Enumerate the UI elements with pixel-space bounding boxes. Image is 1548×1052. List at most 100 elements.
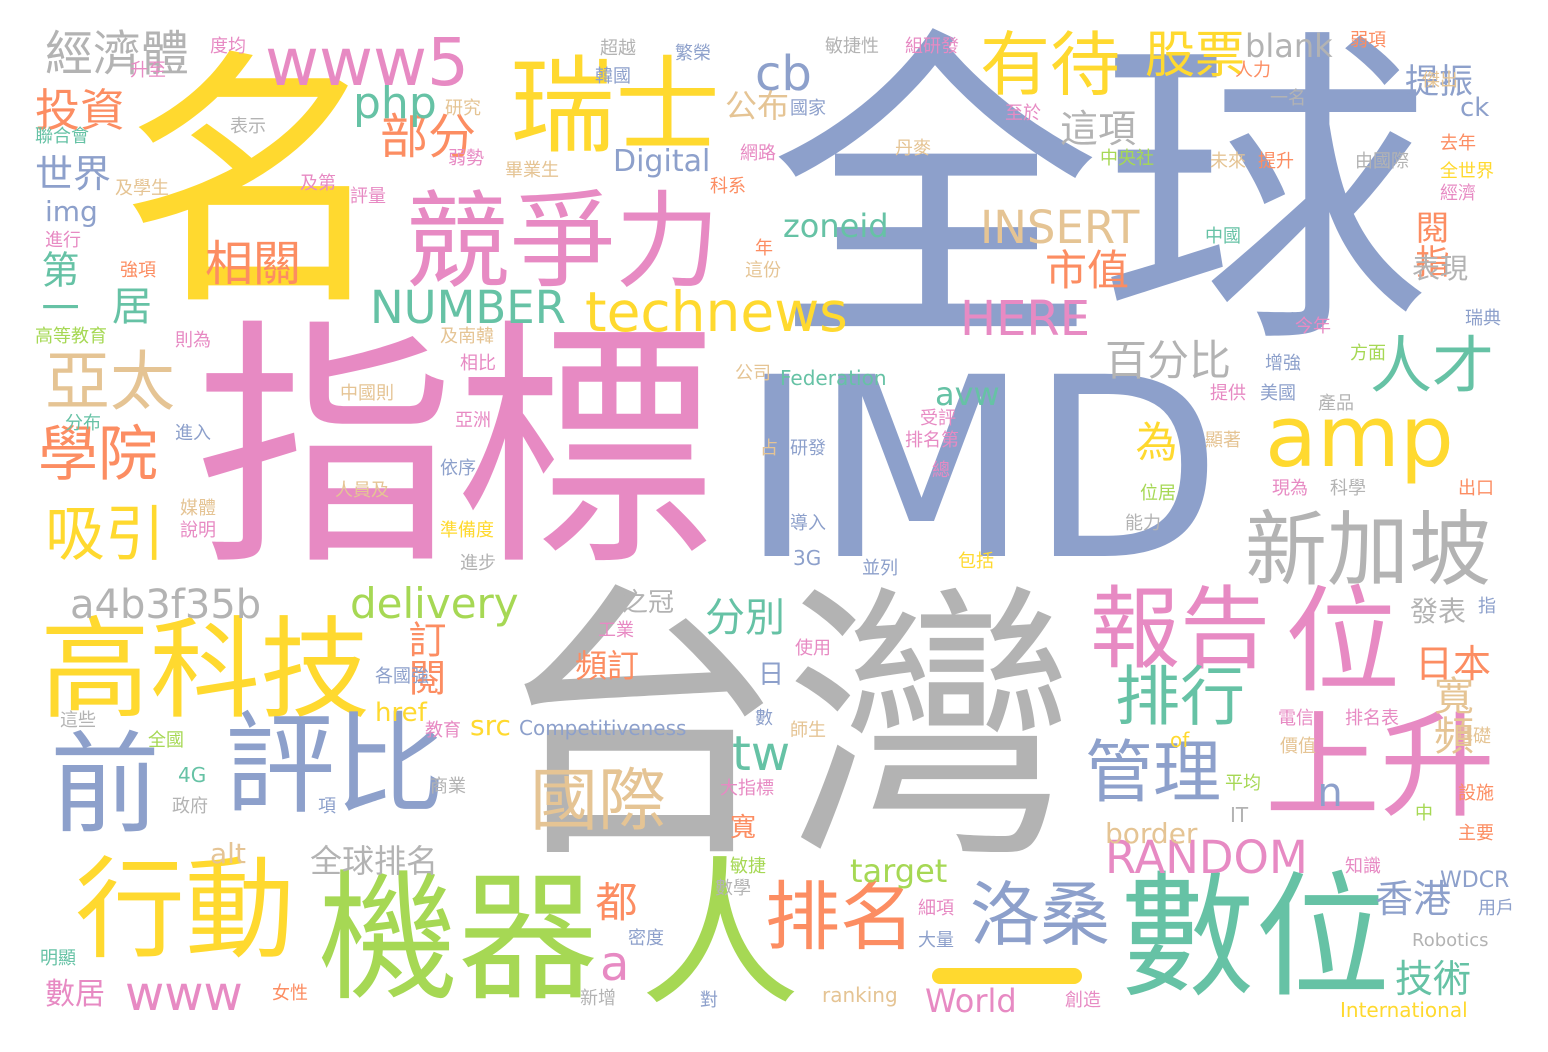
word-s26: 提升 <box>1258 151 1294 172</box>
word-s93: 主要 <box>1458 823 1494 844</box>
word-robotics: Robotics <box>1412 930 1489 951</box>
word-s81: 電信 <box>1278 708 1314 729</box>
word-s85: 價值 <box>1280 736 1316 757</box>
word-s23: 畢業生 <box>505 160 559 181</box>
word-s67: 準備度 <box>440 520 494 541</box>
word-php: php <box>353 78 437 129</box>
word-s54: 進入 <box>175 423 211 444</box>
word-s40: 相比 <box>460 353 496 374</box>
word-www: www <box>125 966 243 1022</box>
word-s56: 占 <box>760 438 778 459</box>
word-yatai: 亞太 <box>45 345 176 420</box>
word-wei2: 為 <box>1129 420 1178 462</box>
word-s32: 進行 <box>45 230 81 251</box>
word-s4: 敏捷性 <box>825 36 879 57</box>
word-s39: 及南韓 <box>440 326 494 347</box>
word-cb: cb <box>755 46 812 102</box>
word-s87: 項 <box>318 796 336 817</box>
word-s55: 研發 <box>790 438 826 459</box>
word-zhiguan: 之冠 <box>622 588 675 618</box>
decorative-bar <box>932 968 1082 984</box>
word-s95: 知識 <box>1345 856 1381 877</box>
word-s60: 人員及 <box>335 480 389 501</box>
word-riben: 日本 <box>1415 642 1492 686</box>
word-shizhi: 市值 <box>1045 246 1130 295</box>
word-competitiveness: Competitiveness <box>519 716 687 740</box>
word-s102: 女性 <box>272 983 308 1004</box>
word-s71: 並列 <box>862 558 898 579</box>
word-a4b3f35b: a4b3f35b <box>70 582 262 628</box>
word-s31: 科系 <box>710 176 746 197</box>
word-s49: 產品 <box>1318 393 1354 414</box>
word-rencai: 人才 <box>1370 329 1495 402</box>
word-s42: 瑞典 <box>1465 308 1501 329</box>
word-gaokeji: 高科技 <box>40 606 370 734</box>
word-s11: 研究 <box>445 98 481 119</box>
word-imd: IMD <box>740 324 1222 615</box>
word-zhibiao: 指標 <box>195 299 715 601</box>
word-ranking: ranking <box>822 983 898 1007</box>
word-s78: 教育 <box>425 720 461 741</box>
word-n: n <box>1307 770 1353 816</box>
word-xiangguan: 相關 <box>205 236 302 292</box>
word-gupiao: 股票 <box>1145 26 1245 84</box>
word-ruishi: 瑞士 <box>510 46 721 168</box>
word-s28: 及學生 <box>115 178 169 199</box>
word-xueyuan: 學院 <box>38 420 158 490</box>
word-s13: 一名 <box>1270 88 1306 109</box>
word-s12: 國家 <box>790 98 826 119</box>
word-ri: 日 <box>758 660 785 690</box>
word-number: NUMBER <box>370 281 566 334</box>
word-pingbi: 評比 <box>225 701 445 829</box>
word-tw: tw <box>732 726 791 782</box>
word-avw: avw <box>935 375 1000 413</box>
word-a: a <box>600 936 630 992</box>
word-xinjiapo: 新加坡 <box>1245 503 1492 598</box>
word-quanqiupaiming: 全球排名 <box>310 842 439 880</box>
word-s1: 度均 <box>210 36 246 57</box>
word-luosang: 洛桑 <box>970 874 1110 956</box>
word-s98: 大量 <box>918 930 954 951</box>
word-tizhen: 提振 <box>1405 62 1473 102</box>
word-s7: 升至 <box>130 60 166 81</box>
word-s29: 及第 <box>300 173 336 194</box>
word-s14: 聯合會 <box>35 126 89 147</box>
word-ren: 人 <box>640 841 801 1028</box>
word-href: href <box>375 698 427 728</box>
word-s15: 表示 <box>230 116 266 137</box>
word-gongbu: 公布 <box>725 87 790 125</box>
word-dou: 都 <box>589 880 638 922</box>
word-yuezhi: 閱指 <box>1409 210 1449 278</box>
word-shijie: 世界 <box>35 152 112 196</box>
word-diyi: 第一 <box>35 250 79 326</box>
word-s41: 今年 <box>1295 316 1331 337</box>
word-s103: 新增 <box>580 988 616 1009</box>
word-s72: 包括 <box>958 551 994 572</box>
word-s63: 現為 <box>1272 478 1308 499</box>
word-random: RANDOM <box>1105 831 1308 884</box>
word-ck: ck <box>1460 93 1490 123</box>
word-s58: 顯著 <box>1205 430 1241 451</box>
word-baifenbi: 百分比 <box>1105 336 1232 385</box>
word-fenbie: 分別 <box>705 595 785 641</box>
word-s86: 政府 <box>172 796 208 817</box>
word-s16: 至於 <box>1005 103 1041 124</box>
word-s18: 中央社 <box>1100 148 1154 169</box>
word-s19: 去年 <box>1440 133 1476 154</box>
word-s5: 組研發 <box>905 36 959 57</box>
word-s66: 說明 <box>180 520 216 541</box>
word-s99: 用戶 <box>1478 898 1514 919</box>
word-s80: 師生 <box>790 720 826 741</box>
word-s30: 評量 <box>350 186 386 207</box>
word-s37: 高等教育 <box>35 326 107 347</box>
word-s36: 中國 <box>1205 226 1241 247</box>
word-s92: 設施 <box>1458 783 1494 804</box>
word-s76: 各國強 <box>375 666 429 687</box>
word-zhexiang: 這項 <box>1060 107 1137 151</box>
word-s75: 使用 <box>795 638 831 659</box>
word-kuanpin: 寬頻 <box>1427 675 1473 755</box>
word-alt: alt <box>210 837 246 870</box>
word-s52: 排名第 <box>905 430 959 451</box>
word-wdcr: WDCR <box>1440 868 1510 893</box>
